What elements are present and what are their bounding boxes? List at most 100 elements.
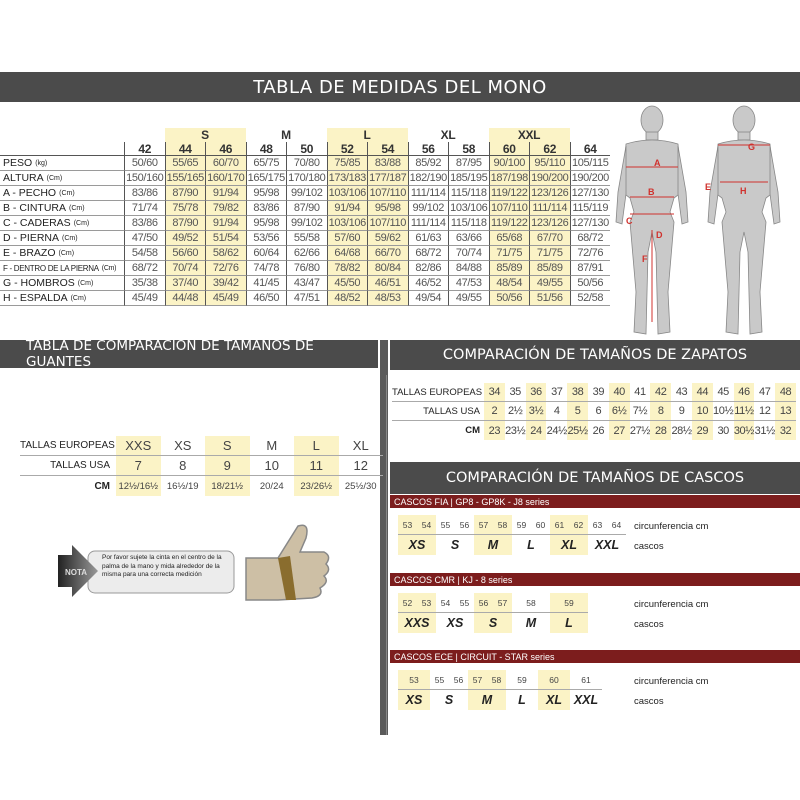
cell-value: 44/48 xyxy=(172,292,199,304)
table-cell: 103/106 xyxy=(326,216,367,231)
circumference-value: 64 xyxy=(611,519,622,530)
table-cell: 62/66 xyxy=(286,246,327,261)
row-label-text: D - PIERNA xyxy=(3,232,60,244)
cell-value: 65/75 xyxy=(253,157,280,169)
helmet-series-bar: CASCOS CMR | KJ - 8 series xyxy=(390,573,800,586)
circumference-value: 58 xyxy=(491,674,502,685)
table-cell: M xyxy=(266,438,278,453)
table-cell: 91/94 xyxy=(205,216,246,231)
table-cell: 111/114 xyxy=(407,216,448,231)
size-column-header: 46 xyxy=(205,142,246,156)
row-label-text: PESO xyxy=(3,157,33,169)
figure-label-g: G xyxy=(748,142,755,152)
size-column-header: 58 xyxy=(448,142,489,156)
table-cell: 27½ xyxy=(629,424,651,437)
cell-value: 48/52 xyxy=(334,292,361,304)
cell-value: 111/114 xyxy=(410,187,446,199)
circumference-label: circunferencia cm xyxy=(634,676,709,687)
table-cell: 65/75 xyxy=(245,156,286,171)
circumference-cell: 57 58 xyxy=(474,515,512,534)
table-cell: 46/50 xyxy=(245,291,286,306)
table-cell: 5 xyxy=(567,402,588,420)
table-cell: 111/114 xyxy=(407,186,448,201)
cell-value: 63/66 xyxy=(455,232,482,244)
circumference-value: 57 xyxy=(472,674,483,685)
table-cell: 30 xyxy=(717,424,729,437)
cell-value: 39/42 xyxy=(212,277,239,289)
size-column-header: 50 xyxy=(286,142,327,156)
cell-value: 35/38 xyxy=(131,277,158,289)
row-unit: (Cm) xyxy=(46,174,63,182)
cell-value: 95/98 xyxy=(253,217,280,229)
table-cell: 107/110 xyxy=(488,201,529,216)
table-cell: 28 xyxy=(650,421,672,440)
row-unit: (Cm) xyxy=(58,249,75,257)
table-cell: 84/88 xyxy=(448,261,489,276)
cell-value: 49/55 xyxy=(536,277,563,289)
helmet-size-grid: 52 53 54 55 56 57 58 59 XXS XS S M L xyxy=(398,593,588,633)
table-cell: 182/190 xyxy=(407,171,448,186)
cell-value: 46/50 xyxy=(253,292,280,304)
table-cell: 83/86 xyxy=(124,186,165,201)
table-cell: 58/62 xyxy=(205,246,246,261)
table-cell: 87/90 xyxy=(286,201,327,216)
table-row: TALLAS EUROPEAS XXS XS S M L XL xyxy=(20,436,383,456)
figure-label-f: F xyxy=(642,254,648,264)
circumference-value: 59 xyxy=(516,519,527,530)
table-cell: 4 xyxy=(553,405,560,417)
table-cell: 39 xyxy=(592,386,605,398)
cell-value: 71/74 xyxy=(131,202,158,214)
helmet-size-cell: XS xyxy=(398,690,430,710)
helmet-series-bar: CASCOS ECE | CIRCUIT - STAR series xyxy=(390,650,800,663)
helmet-size-cell: M xyxy=(474,535,512,555)
table-cell: 46 xyxy=(733,383,755,401)
cell-value: 87/95 xyxy=(455,157,482,169)
cell-value: 47/50 xyxy=(131,232,158,244)
row-unit: (Cm) xyxy=(101,264,117,272)
table-cell: 53/56 xyxy=(245,231,286,246)
table-cell: 55/58 xyxy=(286,231,327,246)
circumference-cell: 63 64 xyxy=(588,515,626,534)
cell-value: 50/56 xyxy=(496,292,523,304)
cell-value: 80/84 xyxy=(374,262,401,274)
cell-value: 123/126 xyxy=(531,217,569,229)
helmet-size-cell: M xyxy=(468,690,506,710)
row-unit: (Cm) xyxy=(62,234,78,242)
cell-value: 37/40 xyxy=(172,277,199,289)
helmet-size-cell: S xyxy=(444,693,454,707)
table-cell: 12 xyxy=(353,458,368,473)
table-cell: 11 xyxy=(294,456,339,475)
page-title: TABLA DE MEDIDAS DEL MONO xyxy=(0,72,800,102)
table-cell: 115/118 xyxy=(448,216,489,231)
table-row: TALLAS EUROPEAS 34 35 36 37 38 39 40 41 42 43 44 45 4… xyxy=(392,383,796,402)
circumference-value: 56 xyxy=(459,519,470,530)
table-cell: 99/102 xyxy=(286,216,327,231)
size-group-header: S xyxy=(164,128,246,142)
size-column-header: 62 xyxy=(529,142,570,156)
cell-value: 53/56 xyxy=(253,232,280,244)
table-cell: 127/130 xyxy=(569,216,610,231)
cell-value: 190/200 xyxy=(571,172,610,184)
cell-value: 83/86 xyxy=(253,202,280,214)
cell-value: 61/63 xyxy=(415,232,442,244)
table-cell: 45/49 xyxy=(205,291,246,306)
table-cell: 51/56 xyxy=(529,291,570,306)
table-cell: 8 xyxy=(650,402,672,420)
suit-size-table: S M L XL XXL 42 44 46 48 50 52 54 56 58 60 62 64 PESO (kg)… xyxy=(0,128,610,306)
table-cell: 85/89 xyxy=(529,261,570,276)
table-cell: 44 xyxy=(691,383,713,401)
table-cell: 185/195 xyxy=(448,171,489,186)
table-cell: 13 xyxy=(775,402,796,420)
cell-value: 57/60 xyxy=(334,232,361,244)
cell-value: 95/98 xyxy=(374,202,401,214)
cell-value: 90/100 xyxy=(493,157,526,169)
cell-value: 64/68 xyxy=(334,247,361,259)
table-cell: 95/98 xyxy=(245,186,286,201)
cell-value: 68/72 xyxy=(415,247,442,259)
table-row: CM 12½/16½ 16½/19 18/21½ 20/24 23/26½ 25½/30 xyxy=(20,476,383,496)
table-cell: 160/170 xyxy=(205,171,246,186)
table-cell: 60/64 xyxy=(245,246,286,261)
cell-value: 71/75 xyxy=(496,247,523,259)
table-cell: L xyxy=(294,436,339,455)
figure-label-a: A xyxy=(654,158,661,168)
